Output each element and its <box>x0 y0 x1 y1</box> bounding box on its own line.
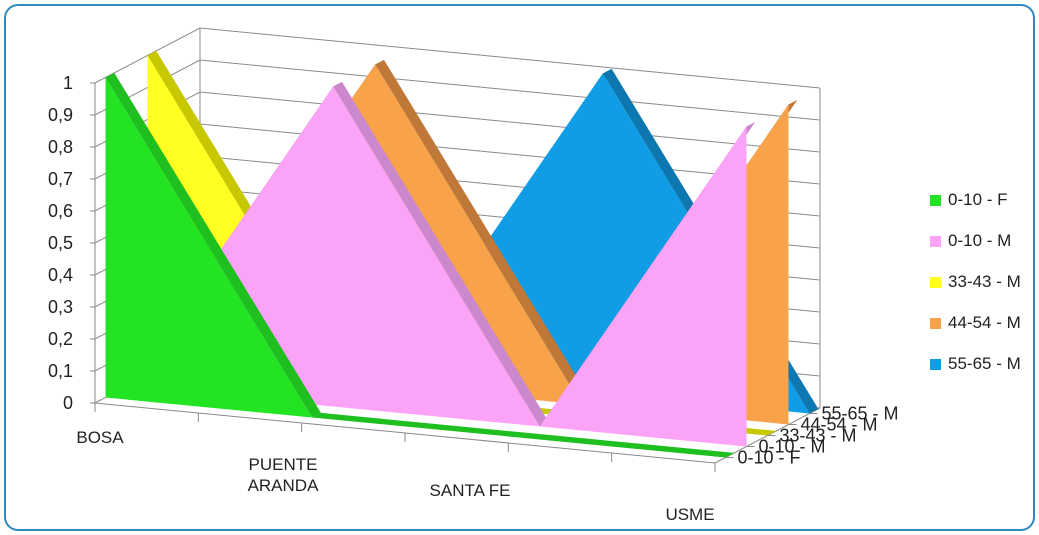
legend-label: 33-43 - M <box>948 272 1021 291</box>
y-tick-label: 0,3 <box>48 297 73 317</box>
ribbon-edge <box>312 412 528 438</box>
x-tick-label-line: SANTA FE <box>430 481 511 500</box>
series-0-10-f <box>105 72 735 458</box>
ribbon-edge <box>333 81 549 427</box>
y-tick-label: 0 <box>63 393 73 413</box>
legend-swatch <box>930 317 941 329</box>
depth-tick-label: 33-43 - M <box>780 426 857 446</box>
chart-legend: 0-10 - F 0-10 - M 33-43 - M 44-54 - M 55-65 … <box>930 190 1035 395</box>
depth-tick-label: 0-10 - F <box>738 448 801 468</box>
y-tick-label: 0,2 <box>48 329 73 349</box>
x-axis: BOSA PUENTE ARANDA SANTA FE USME <box>76 403 716 524</box>
legend-item: 44-54 - M <box>930 313 1035 333</box>
legend-label: 44-54 - M <box>948 313 1021 332</box>
legend-swatch <box>930 194 941 206</box>
y-tick-label: 1 <box>63 73 73 93</box>
legend-swatch <box>930 276 941 288</box>
x-tick-label: SANTA FE <box>430 481 511 500</box>
ribbon-edge <box>518 432 735 458</box>
x-tick-label: BOSA <box>76 428 124 447</box>
y-tick-label: 0,7 <box>48 169 73 189</box>
x-tick-label-line: PUENTE <box>249 455 318 474</box>
x-tick-label: PUENTE ARANDA <box>248 455 320 495</box>
ribbon-edge <box>105 72 321 418</box>
y-tick-label: 0,6 <box>48 201 73 221</box>
legend-item: 0-10 - M <box>930 231 1035 251</box>
depth-tick-label: 55-65 - M <box>822 404 899 424</box>
y-tick-label: 0,8 <box>48 137 73 157</box>
gridline <box>94 27 821 89</box>
x-tick-label-line: USME <box>665 505 714 524</box>
legend-item: 0-10 - F <box>930 190 1035 210</box>
legend-label: 0-10 - M <box>948 231 1012 250</box>
gridline <box>94 59 821 121</box>
y-tick-label: 0,1 <box>48 361 73 381</box>
x-tick-label-line: ARANDA <box>248 476 320 495</box>
legend-swatch <box>930 235 941 247</box>
x-tick-label: USME <box>665 505 714 524</box>
area-face <box>105 77 726 458</box>
y-tick-label: 0,9 <box>48 105 73 125</box>
legend-swatch <box>930 358 941 370</box>
y-axis-ticks: 0 0,1 0,2 0,3 0,4 0,5 0,6 0,7 0,8 0,9 1 <box>48 73 95 413</box>
ribbon-edge <box>375 59 591 405</box>
depth-axis: 55-65 - M44-54 - M33-43 - M0-10 - M0-10 … <box>725 404 899 468</box>
legend-label: 0-10 - F <box>948 190 1008 209</box>
legend-item: 33-43 - M <box>930 272 1035 292</box>
x-tick-label-line: BOSA <box>76 428 124 447</box>
legend-item: 55-65 - M <box>930 354 1035 374</box>
y-tick-label: 0,5 <box>48 233 73 253</box>
depth-tick-label: 0-10 - M <box>759 437 826 457</box>
y-tick-label: 0,4 <box>48 265 73 285</box>
depth-tick-label: 44-54 - M <box>801 415 878 435</box>
legend-label: 55-65 - M <box>948 354 1021 373</box>
